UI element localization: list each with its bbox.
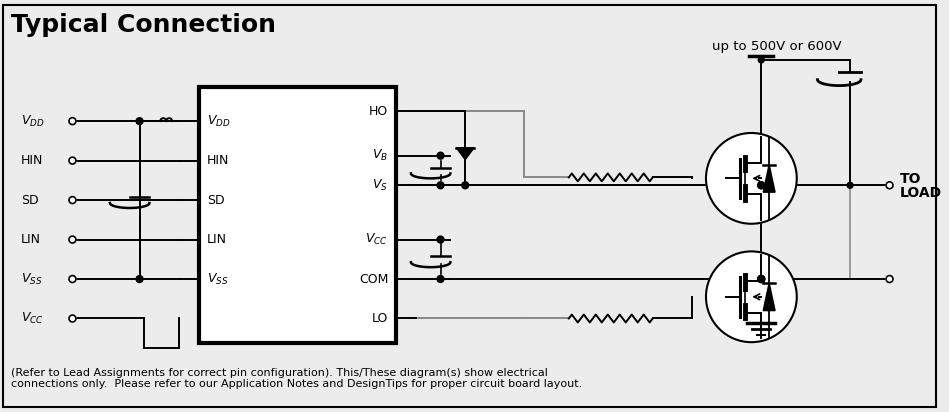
- Circle shape: [462, 182, 469, 189]
- Circle shape: [69, 118, 76, 124]
- Circle shape: [706, 133, 797, 224]
- Circle shape: [706, 251, 797, 342]
- Text: $V_{DD}$: $V_{DD}$: [207, 114, 231, 129]
- Circle shape: [69, 157, 76, 164]
- Circle shape: [69, 276, 76, 283]
- Text: $V_{CC}$: $V_{CC}$: [21, 311, 44, 326]
- Circle shape: [437, 276, 444, 283]
- Circle shape: [886, 276, 893, 283]
- Text: $V_{SS}$: $V_{SS}$: [207, 272, 228, 287]
- Text: SD: SD: [207, 194, 224, 206]
- Circle shape: [69, 236, 76, 243]
- Circle shape: [136, 276, 143, 283]
- Circle shape: [758, 276, 765, 283]
- Bar: [198, 87, 396, 343]
- Text: $V_{CC}$: $V_{CC}$: [365, 232, 388, 247]
- Circle shape: [69, 315, 76, 322]
- Text: LIN: LIN: [207, 233, 227, 246]
- Text: LO: LO: [372, 312, 388, 325]
- Circle shape: [758, 57, 764, 63]
- Circle shape: [437, 182, 444, 189]
- Text: $V_S$: $V_S$: [372, 178, 388, 193]
- Text: $V_{SS}$: $V_{SS}$: [21, 272, 43, 287]
- Circle shape: [758, 182, 765, 189]
- Text: Typical Connection: Typical Connection: [11, 13, 276, 37]
- Text: LOAD: LOAD: [900, 186, 941, 200]
- Text: COM: COM: [359, 272, 388, 286]
- Text: TO: TO: [900, 172, 921, 186]
- Circle shape: [136, 118, 143, 124]
- Circle shape: [69, 197, 76, 204]
- Text: $V_{DD}$: $V_{DD}$: [21, 114, 45, 129]
- Circle shape: [758, 182, 765, 189]
- Circle shape: [886, 182, 893, 189]
- Circle shape: [437, 236, 444, 243]
- Circle shape: [847, 183, 853, 188]
- Text: HO: HO: [369, 105, 388, 118]
- Polygon shape: [763, 283, 775, 311]
- Circle shape: [758, 276, 765, 283]
- Circle shape: [437, 152, 444, 159]
- Text: (Refer to Lead Assignments for correct pin configuration). This/These diagram(s): (Refer to Lead Assignments for correct p…: [11, 368, 583, 389]
- Text: $V_B$: $V_B$: [372, 148, 388, 163]
- Text: SD: SD: [21, 194, 39, 206]
- Text: HIN: HIN: [21, 154, 44, 167]
- Text: LIN: LIN: [21, 233, 41, 246]
- Polygon shape: [763, 164, 775, 192]
- Polygon shape: [456, 148, 474, 159]
- Text: up to 500V or 600V: up to 500V or 600V: [712, 40, 842, 53]
- Circle shape: [758, 276, 765, 283]
- Text: HIN: HIN: [207, 154, 229, 167]
